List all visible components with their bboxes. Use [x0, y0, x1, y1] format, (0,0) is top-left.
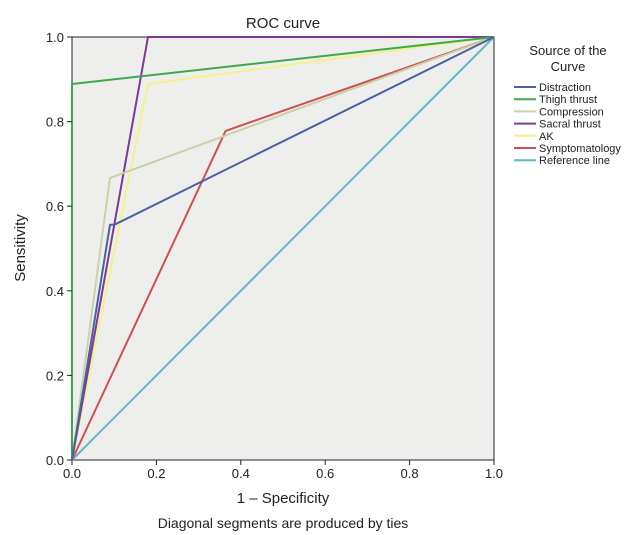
x-tick-label: 1.0 — [485, 466, 503, 481]
x-axis-title: 1 – Specificity — [237, 490, 330, 507]
x-tick-label: 0.2 — [147, 466, 165, 481]
legend-label-thigh-thrust: Thigh thrust — [539, 94, 597, 106]
x-tick-label: 0.0 — [63, 466, 81, 481]
series-layer — [71, 36, 495, 461]
series-line-ak — [71, 36, 495, 461]
series-line-symptomatology — [71, 36, 495, 461]
series-line-thigh-thrust — [71, 36, 495, 460]
y-axis-title: Sensitivity — [12, 214, 29, 282]
series-line-sacral-thrust — [71, 36, 494, 461]
y-tick-label: 0.2 — [46, 368, 64, 383]
x-tick-label: 0.8 — [401, 466, 419, 481]
y-tick-label: 0.4 — [46, 284, 64, 299]
legend-label-reference-line: Reference line — [539, 155, 610, 167]
series-line-compression — [71, 36, 495, 461]
y-tick-label: 0.0 — [46, 453, 64, 468]
y-tick-label: 0.8 — [46, 115, 64, 130]
x-tick-label: 0.4 — [232, 466, 250, 481]
y-tick-label: 1.0 — [46, 30, 64, 45]
y-axis: 0.0 0.2 0.4 0.6 0.8 1.0 — [46, 30, 72, 468]
series-line-distraction — [71, 36, 495, 461]
legend-title-line1: Source of the — [529, 43, 606, 58]
legend-title-line2: Curve — [551, 59, 586, 74]
y-tick-label: 0.6 — [46, 199, 64, 214]
series-line-reference-line — [71, 36, 495, 461]
legend-label-sacral-thrust: Sacral thrust — [539, 119, 601, 131]
x-tick-label: 0.6 — [316, 466, 334, 481]
legend-label-distraction: Distraction — [539, 82, 591, 94]
legend-label-ak: AK — [539, 131, 554, 143]
legend-label-compression: Compression — [539, 106, 604, 118]
footnote: Diagonal segments are produced by ties — [158, 515, 409, 531]
chart-title: ROC curve — [246, 15, 320, 32]
legend-label-symptomatology: Symptomatology — [539, 143, 621, 155]
x-axis: 0.0 0.2 0.4 0.6 0.8 1.0 — [63, 460, 503, 481]
